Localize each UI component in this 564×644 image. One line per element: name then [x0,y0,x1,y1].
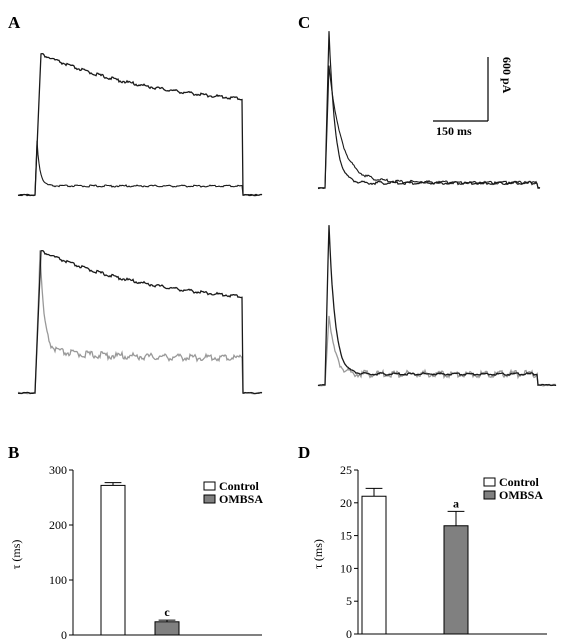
legend-label: OMBSA [499,488,543,502]
legend-label: Control [499,475,539,489]
trace-dark [317,225,556,387]
legend-swatch [483,477,496,487]
trace-fast-peak [317,31,541,190]
y-axis-label: τ (ms) [9,540,23,570]
y-axis-label: τ (ms) [311,539,325,569]
y-tick-label: 20 [340,496,352,510]
y-tick-label: 0 [346,627,352,641]
y-tick-label: 100 [49,573,67,587]
legend-swatch [203,494,216,504]
y-tick-label: 0 [61,628,67,642]
legend-label: OMBSA [219,492,263,506]
legend-swatch [203,481,216,491]
y-tick-label: 10 [340,561,352,575]
scale-bar: 600 pA 150 ms [433,57,514,138]
significance-label: c [164,605,170,619]
trace-slow-inactivating [17,249,263,395]
scale-bar-time-label: 150 ms [436,124,472,138]
trace-panel-a-bottom [17,249,263,395]
trace-fast-scaled [17,250,262,395]
y-tick-label: 25 [340,463,352,477]
legend-label: Control [219,479,259,493]
trace-gray [317,315,557,387]
trace-panel-a-top [17,52,263,197]
trace-fast-inactivating [17,140,263,197]
bar-ombsa [154,621,180,636]
bar-ombsa [443,525,469,635]
y-tick-label: 300 [49,463,67,477]
panel-label-c: C [298,13,310,32]
panel-label-d: D [298,443,310,462]
significance-label: a [453,496,459,510]
scale-bar-current-label: 600 pA [500,57,514,94]
y-tick-label: 15 [340,529,352,543]
y-tick-label: 5 [346,594,352,608]
trace-panel-c-top [317,31,541,190]
panel-label-a: A [8,13,21,32]
bar-control [100,484,126,636]
trace-slower-peak [317,65,541,189]
legend-swatch [483,490,496,500]
trace-panel-c-bottom [317,225,557,387]
bar-control [361,495,387,635]
trace-slow-inactivating [17,52,263,197]
y-tick-label: 200 [49,518,67,532]
panel-label-b: B [8,443,19,462]
